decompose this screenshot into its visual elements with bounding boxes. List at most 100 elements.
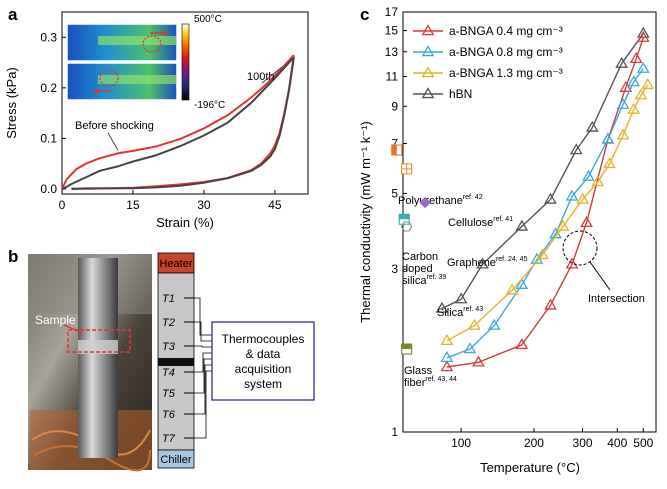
data-point [476, 257, 489, 269]
sensor-label: T5 [162, 388, 176, 400]
data-point [515, 338, 529, 350]
thermocouple-wire [194, 321, 212, 342]
sensor-labels: T1 T2 T3 T4 T5 T6 T7 [162, 293, 212, 445]
y-tick-label-c: 11 [386, 70, 399, 84]
data-point [544, 298, 557, 310]
daq-line-2: & data [246, 347, 281, 361]
series-line [441, 33, 644, 310]
x-tick-label-a: 0 [59, 198, 66, 212]
y-axis-label-a: Stress (kPa) [4, 67, 19, 139]
data-point [569, 143, 583, 155]
panel-label-c: c [360, 5, 369, 24]
data-point [440, 334, 454, 346]
inset-circle-top [142, 35, 162, 53]
data-point [487, 318, 501, 330]
y-tick-label-a: 0.2 [40, 81, 57, 95]
data-point [556, 219, 570, 231]
data-point [615, 56, 628, 68]
panel-label-a: a [8, 5, 18, 24]
x-tick-label-c: 500 [633, 436, 653, 450]
axes-frame-a [61, 11, 309, 195]
data-point [636, 26, 650, 38]
y-tick-label-a: 0.3 [40, 30, 57, 44]
daq-box [211, 321, 315, 401]
data-point [641, 78, 655, 90]
x-tick-label-a: 15 [126, 198, 140, 212]
y-tick-label-c: 17 [385, 5, 399, 19]
data-point [603, 157, 616, 169]
data-point [565, 189, 579, 201]
y-tick-label-c: 9 [391, 99, 398, 113]
data-point [544, 192, 557, 204]
inset-circle-bottom [99, 69, 119, 87]
legend-label: a-BNGA 0.4 mg cm⁻³ [449, 24, 563, 38]
sensor-label: T7 [162, 433, 176, 445]
data-point [591, 175, 605, 187]
sensor-label: T3 [162, 341, 176, 353]
daq-line-4: system [244, 377, 282, 391]
y-tick-label-c: 15 [385, 24, 399, 38]
sample-label: Sample [35, 313, 76, 327]
thermocouple-wire [194, 297, 212, 336]
x-tick-label-c: 200 [524, 436, 544, 450]
series-line [446, 37, 644, 368]
x-tick-label-c: 100 [451, 436, 471, 450]
data-point [634, 88, 648, 100]
annotation-before-shocking: Before shocking [75, 120, 154, 132]
annotation-100th: 100th [247, 71, 275, 83]
literature-label-polyurethane: Polyurethaneref. 42 [398, 194, 483, 207]
legend-label: a-BNGA 1.3 mg cm⁻³ [449, 66, 563, 80]
series-c [435, 26, 655, 372]
chiller-label: Chiller [160, 454, 192, 466]
data-point [536, 248, 549, 260]
legend-marker [421, 24, 435, 36]
data-point [472, 355, 485, 367]
legend-marker [421, 45, 435, 57]
y-tick-label-c: 1 [391, 425, 398, 439]
literature-label-glass-fiber: Glass fiberref. 43, 44 [404, 365, 457, 389]
annotation-100th-arrow [261, 66, 283, 84]
data-point [636, 61, 650, 73]
data-point [627, 102, 641, 114]
legend-marker [421, 66, 435, 78]
y-tick-label-a: 0.1 [40, 131, 57, 145]
x-ticks-c: 100 200 300 400 500 [451, 428, 654, 450]
x-tick-label-a: 30 [197, 198, 211, 212]
data-point [440, 360, 454, 372]
daq-line-1: Thermocouples [222, 332, 305, 346]
literature-label-silica: Silicaref. 43 [437, 306, 483, 319]
legend-marker [421, 87, 435, 99]
metal-column [78, 258, 118, 458]
data-point [580, 216, 593, 228]
data-point [505, 283, 519, 295]
data-point [454, 292, 468, 304]
sample-layer [158, 358, 194, 366]
literature-label-carbon-silica: Carbon doped silicaref. 39 [402, 251, 446, 287]
literature-marker-silica [401, 221, 413, 232]
x-axis-label-c: Temperature (°C) [480, 460, 580, 475]
y-axis-label-c: Thermal conductivity (mW m⁻¹ k⁻¹) [358, 121, 373, 323]
y-tick-label-c: 13 [385, 45, 399, 59]
data-point [440, 350, 454, 362]
chiller-block [157, 449, 195, 469]
sample-arrow [63, 324, 83, 334]
x-axis-label-a: Strain (%) [156, 215, 214, 230]
data-point [616, 128, 630, 140]
y-tick-label-c: 3 [391, 262, 398, 276]
setup-diagram: Sample Heater Chiller T1 T2 T3 T4 T5 T6 T7 The… [28, 252, 315, 472]
thermocouple-wire [194, 364, 212, 415]
thermocouple-wire [194, 370, 212, 439]
x-ticks-a: 0 15 30 45 [59, 190, 282, 212]
colorbar-high-label: 500°C [194, 14, 222, 25]
thermocouple-wire [194, 352, 212, 373]
data-point [435, 301, 449, 313]
daq-line-3: acquisition [235, 362, 292, 376]
data-point [629, 51, 643, 63]
literature-marker-carbon-silica [398, 213, 410, 225]
sensor-label: T6 [162, 409, 176, 421]
intersection-label: Intersection [588, 293, 645, 305]
heater-label: Heater [159, 258, 192, 270]
intersection-arrow [589, 261, 611, 291]
